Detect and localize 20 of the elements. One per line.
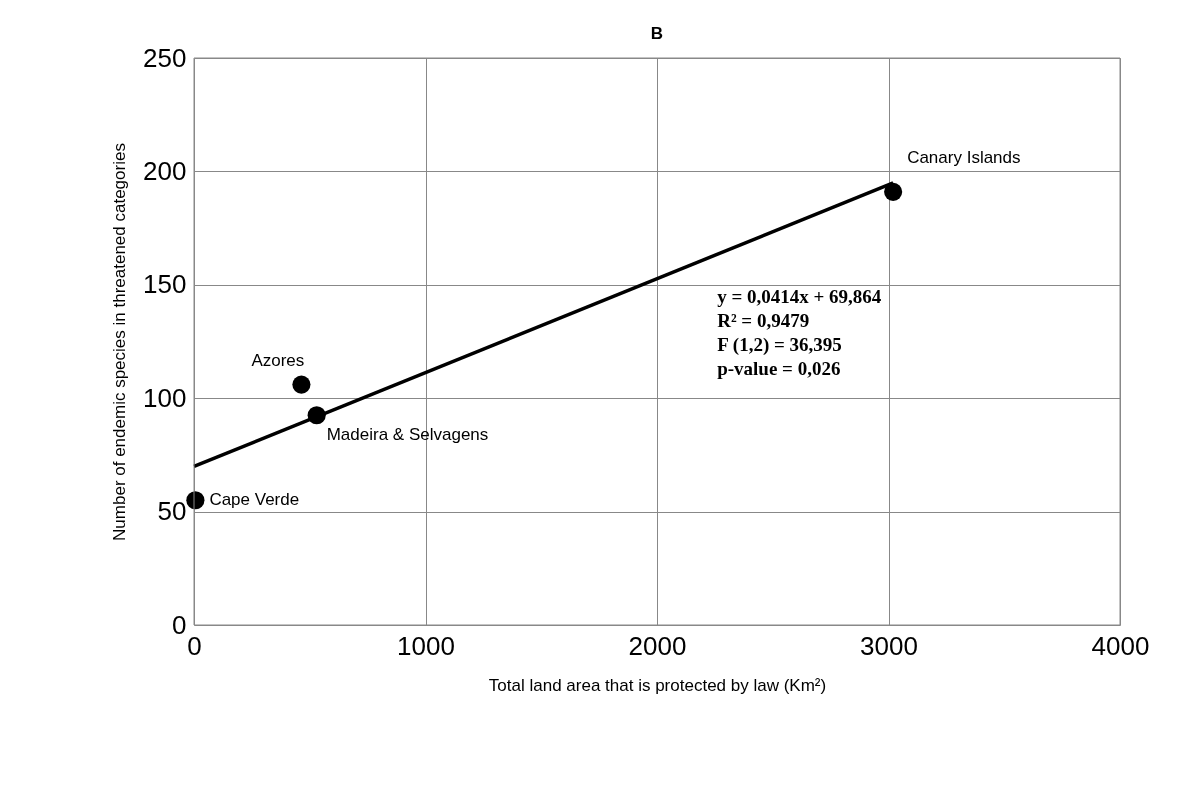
annotation: Cape Verde [209,490,300,510]
x-tick-label: 2000 [628,630,687,661]
annotation: Madeira & Selvagens [326,425,489,445]
x-tick-label: 4000 [1091,630,1150,661]
x-axis-title: Total land area that is protected by law (Km²) [488,675,827,695]
x-tick-label: 3000 [860,630,918,661]
y-tick-label: 100 [143,382,187,413]
y-tick-label: 0 [172,609,187,640]
y-tick-label: 200 [143,155,187,186]
y-tick-label: 250 [143,42,187,73]
annotation: Azores [251,350,305,370]
y-axis-title: Number of endemic species in threatened categories [110,143,130,541]
annotation: y = 0,0414x + 69,864 R² = 0,9479 F (1,2) = 36,395 p-value = 0,026 [717,285,882,379]
point [292,375,311,394]
chart-title: B [650,24,664,43]
annotation: Canary Islands [907,147,1021,167]
y-tick-label: 150 [143,269,187,300]
x-tick-label: 1000 [397,630,455,661]
point [884,182,903,201]
y-tick-label: 50 [157,496,187,527]
